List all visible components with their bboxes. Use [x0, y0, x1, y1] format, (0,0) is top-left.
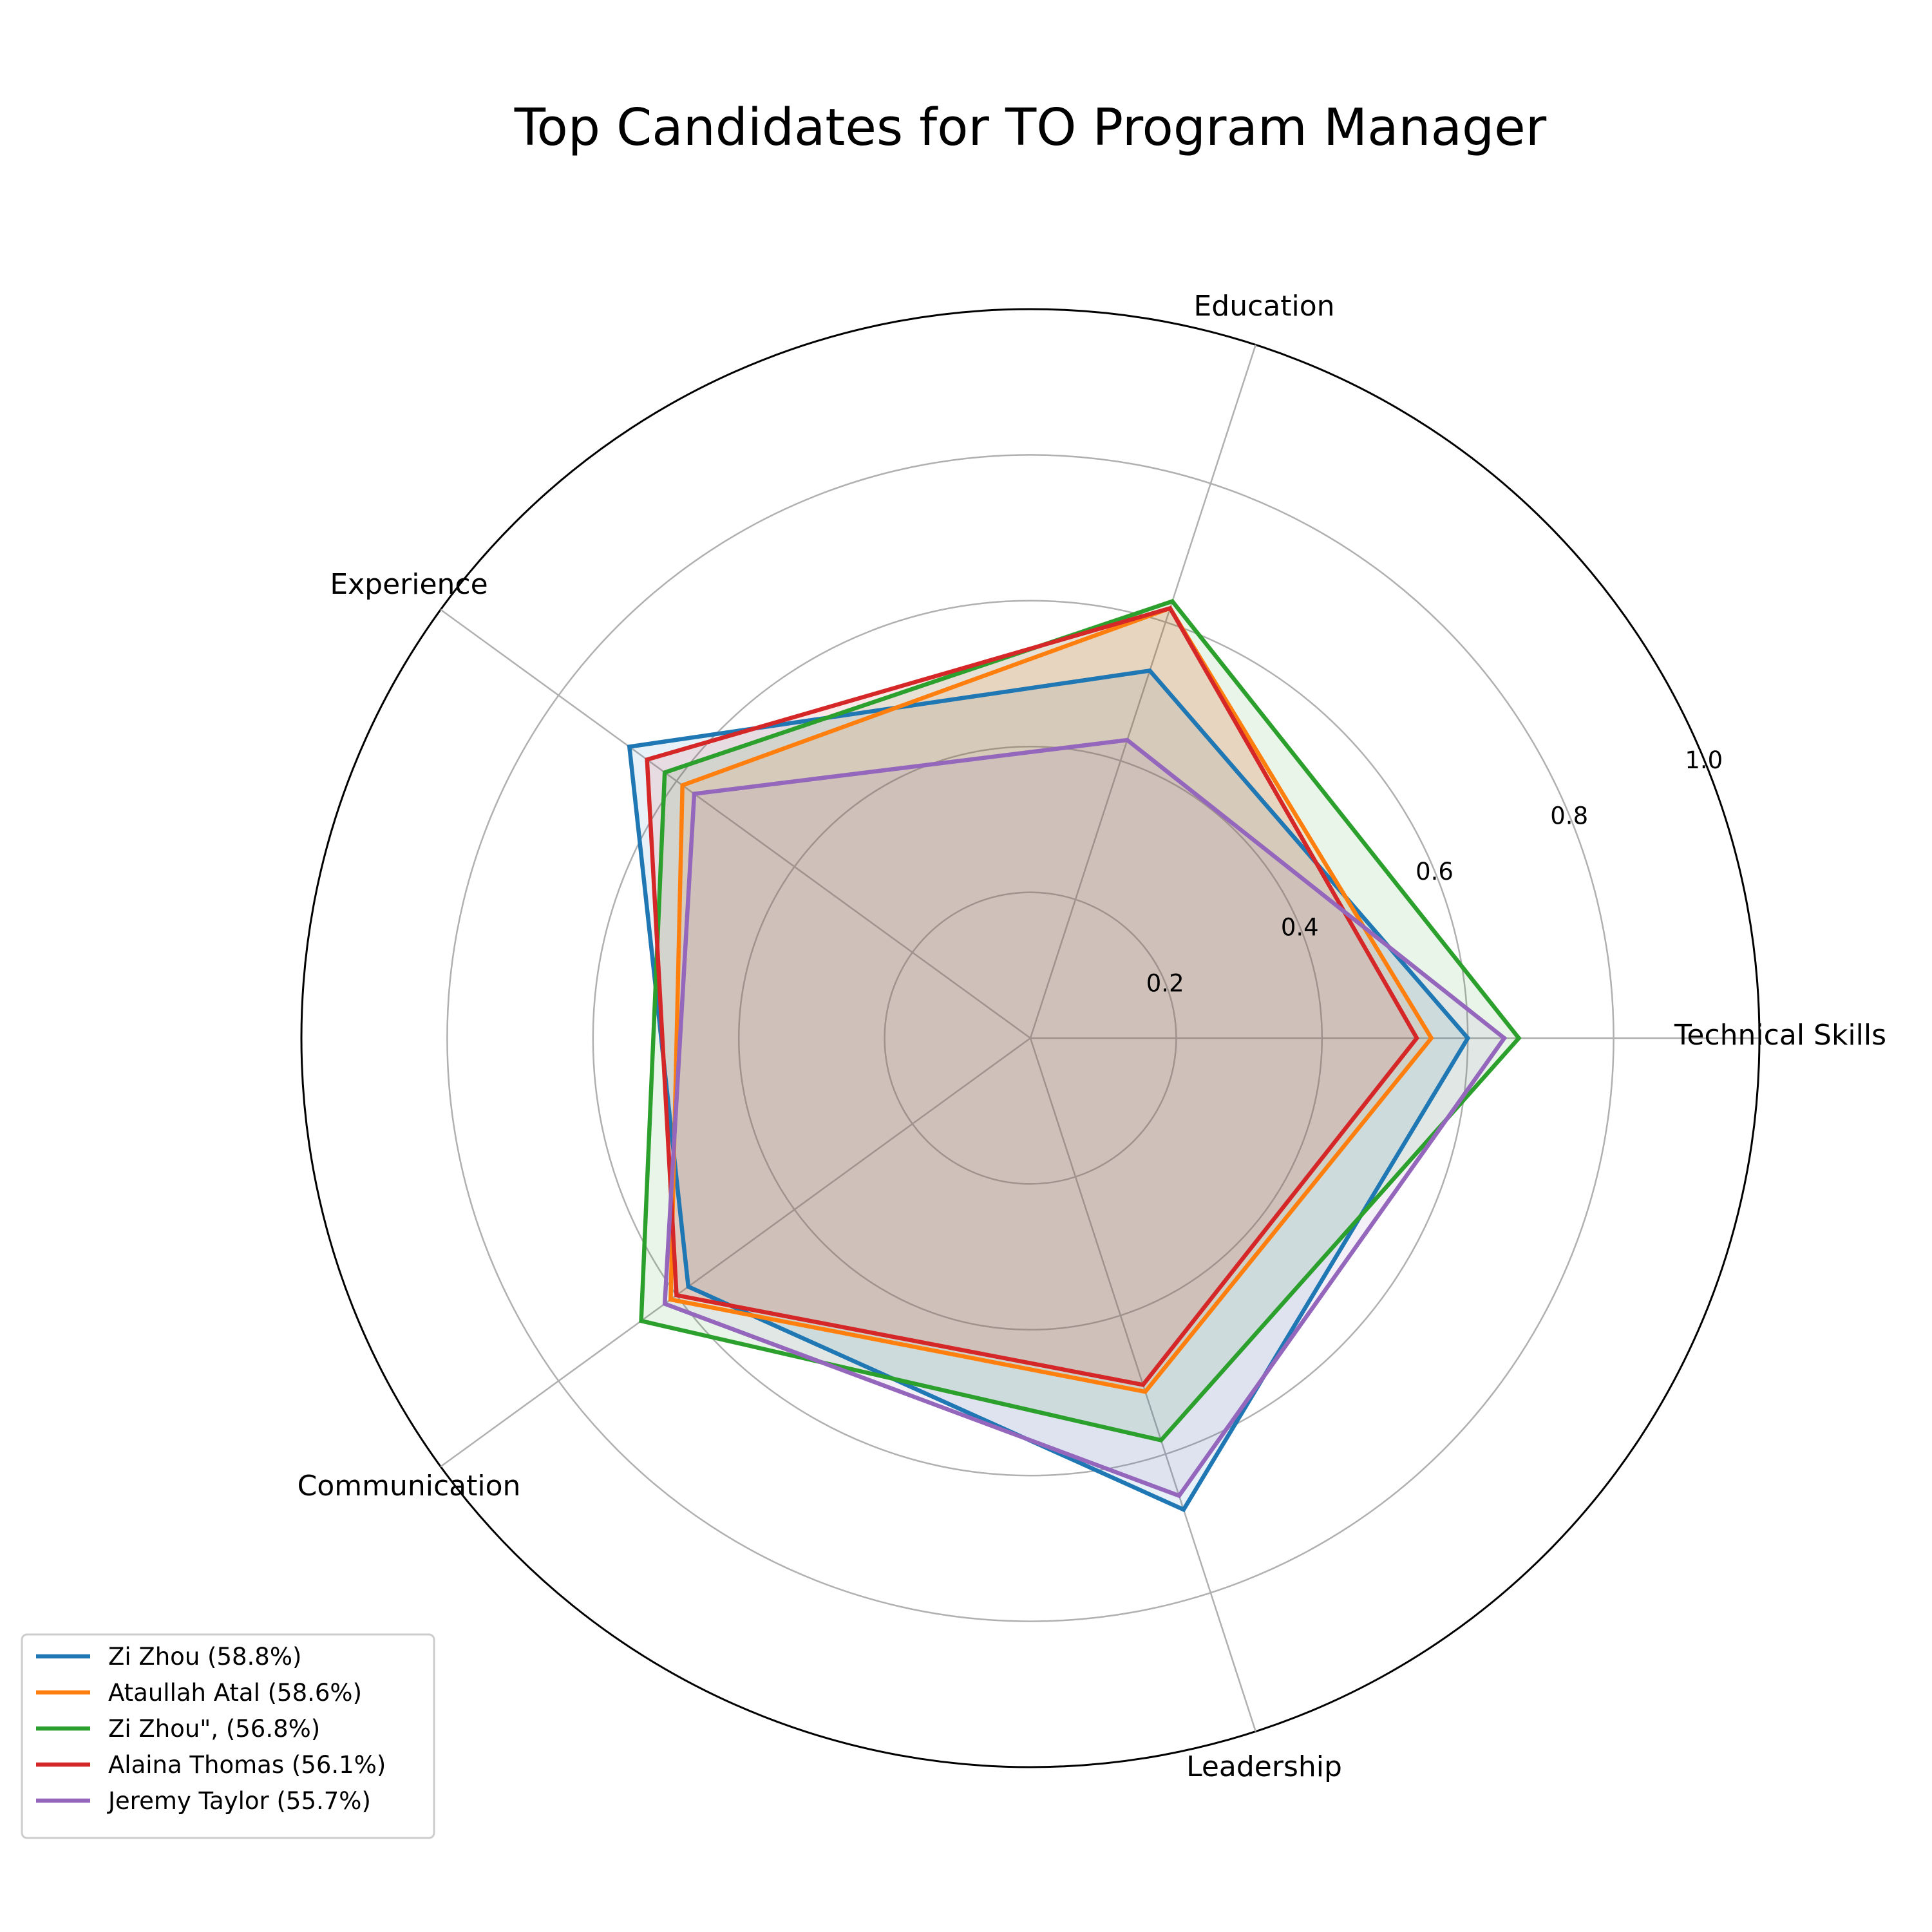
r-tick-label: 1.0 — [1685, 746, 1723, 774]
spoke-experience — [440, 609, 1031, 1039]
legend-frame — [21, 1633, 435, 1839]
axis-label-education: Education — [1193, 290, 1334, 323]
series-line-3 — [639, 598, 1522, 1443]
radial-tick-labels: 0.2 0.4 0.6 0.8 1.0 — [1146, 746, 1723, 998]
axis-label-experience: Experience — [330, 568, 488, 601]
series-fill-1 — [629, 670, 1468, 1510]
series-fill-4 — [647, 608, 1417, 1385]
chart-title: Top Candidates for TO Program Manager — [514, 98, 1547, 157]
series-line-2 — [668, 605, 1434, 1394]
legend-label-2: Ataullah Atal (58.6%) — [108, 1679, 362, 1707]
legend-label-5: Jeremy Taylor (55.7%) — [107, 1787, 371, 1815]
series-fill-5 — [665, 740, 1504, 1496]
legend: Zi Zhou (58.8%) Ataullah Atal (58.6%) Zi Z… — [21, 1633, 435, 1839]
axis-label-technical-skills: Technical Skills — [1674, 1019, 1886, 1052]
r-tick-label: 0.4 — [1281, 914, 1319, 942]
series-line-4 — [645, 605, 1419, 1387]
r-tick-label: 0.2 — [1146, 969, 1184, 997]
legend-label-1: Zi Zhou (58.8%) — [108, 1643, 301, 1671]
r-tick-label: 0.8 — [1550, 802, 1588, 829]
series-line-1 — [627, 668, 1471, 1513]
axis-labels: Technical Skills Education Experience Commu… — [298, 290, 1886, 1783]
spoke-education — [1029, 345, 1256, 1039]
series-fill-2 — [670, 608, 1432, 1392]
series-fill-3 — [641, 601, 1519, 1441]
r-tick-label: 0.6 — [1416, 858, 1454, 886]
series-lines — [627, 598, 1522, 1513]
axis-label-communication: Communication — [298, 1470, 521, 1502]
legend-label-3: Zi Zhou", (56.8%) — [108, 1715, 320, 1743]
legend-entries: Zi Zhou (58.8%) Ataullah Atal (58.6%) Zi Z… — [36, 1643, 386, 1815]
series-fills — [629, 601, 1519, 1510]
spoke-communication — [440, 1037, 1031, 1468]
legend-label-4: Alaina Thomas (56.1%) — [108, 1751, 386, 1779]
series-line-5 — [662, 737, 1508, 1499]
axis-label-leadership: Leadership — [1186, 1750, 1342, 1783]
